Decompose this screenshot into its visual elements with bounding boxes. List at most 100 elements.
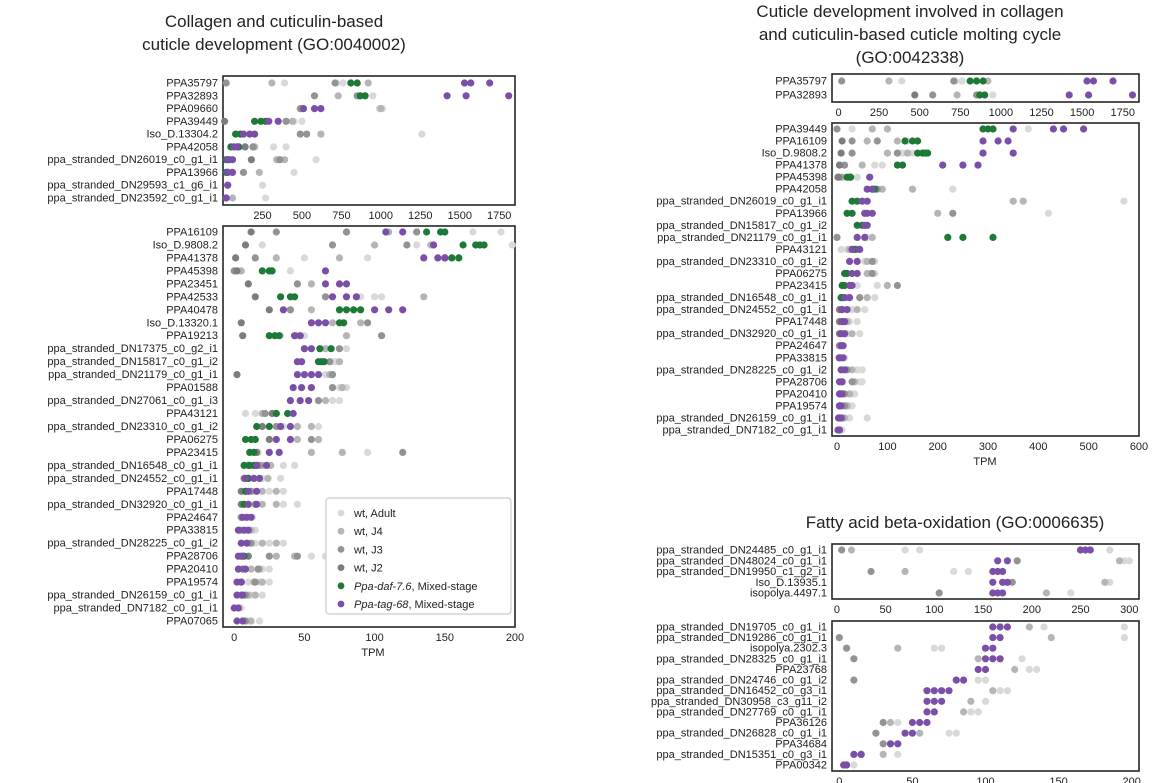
point-ppa-stranded-dn26019-c0-g1-i1-wt-j4 [1019,197,1027,205]
chart-molting-title-line-3: (GO:0042338) [856,48,965,67]
point-ppa-stranded-dn26828-c0-g1-i1-wt-j4 [916,729,924,737]
point-ppa-stranded-dn21179-c0-g1-i1-ppa-tag-68-mixed-stage [307,371,315,379]
point-ppa35797-wt-adult [339,79,347,87]
point-ppa35797-ppa-tag-68-mixed-stage [460,79,469,87]
legend-marker-wt-j2 [337,564,345,571]
point-ppa-stranded-dn24746-c0-g1-i2-wt-adult [981,676,990,684]
point-ppa40478-wt-j2 [265,306,273,314]
point-ppa-stranded-dn23310-c0-g1-i2-ppa-daf-7-6-mixed-stage [253,422,261,431]
point-ppa19574-wt-adult [244,578,252,586]
x-tick-label-100: 100 [976,776,994,783]
point-ppa41378-ppa-tag-68-mixed-stage [434,254,442,262]
y-tick-label-ppa-stranded-dn24552-c0-g1-i1: ppa_stranded_DN24552_c0_g1_i1 [47,473,218,485]
point-ppa41378-wt-j2 [232,254,240,262]
point-ppa39449-ppa-daf-7-6-mixed-stage [251,117,259,125]
point-ppa41378-ppa-daf-7-6-mixed-stage [455,254,463,262]
x-tick-label-50: 50 [906,776,918,783]
point-ppa-stranded-dn28225-c0-g1-i2-wt-j4 [258,539,266,547]
point-ppa23415-wt-j4 [883,281,892,290]
point-ppa09660-ppa-tag-68-mixed-stage [317,105,325,113]
point-ppa-stranded-dn48024-c0-g1-i1-ppa-tag-68-mixed-stage [1003,557,1012,565]
chart-collagen-title-line-2: cuticle development (GO:0040002) [142,35,406,54]
point-ppa32893-wt-adult [369,92,377,100]
point-ppa16109-wt-j4 [863,137,871,145]
y-tick-label-ppa23415: PPA23415 [775,280,827,292]
point-ppa13966-ppa-tag-68-mixed-stage [868,209,876,217]
point-ppa-stranded-dn28225-c0-g1-i2-wt-adult [853,366,861,374]
y-tick-label-ppa41378: PPA41378 [775,160,827,172]
y-tick-label-ppa43121: PPA43121 [775,244,827,256]
legend-marker-wt-adult [337,509,345,517]
point-ppa-stranded-dn17375-c0-g2-i1-ppa-daf-7-6-mixed-stage [327,345,335,353]
point-ppa06275-wt-j4 [863,269,871,278]
y-tick-label-ppa45398: PPA45398 [775,172,827,184]
point-iso-d-9808-2-ppa-tag-68-mixed-stage [430,241,438,249]
x-tick-label-150: 150 [974,604,992,616]
y-tick-label-ppa32893: PPA32893 [166,90,218,102]
y-tick-label-ppa-stranded-dn26019-c0-g1-i1: ppa_stranded_DN26019_c0_g1_i1 [47,154,218,166]
point-ppa17448-wt-j4 [258,487,266,495]
point-ppa-stranded-dn27769-c0-g1-i1-wt-adult [967,708,975,716]
point-ppa41378-ppa-tag-68-mixed-stage [420,254,428,262]
point-ppa45398-ppa-daf-7-6-mixed-stage [268,267,276,275]
point-ppa-stranded-dn15817-c0-g1-i2-ppa-daf-7-6-mixed-stage [320,358,328,366]
point-ppa-stranded-dn21179-c0-g1-i1-ppa-tag-68-mixed-stage [853,233,861,241]
legend-label-wt-j4: wt, J4 [353,526,383,538]
point-ppa35797-wt-j3 [331,79,339,87]
y-tick-label-ppa-stranded-dn19705-c0-g1-i1: ppa_stranded_DN19705_c0_g1_i1 [656,622,827,634]
point-isopolya-2302-3-ppa-tag-68-mixed-stage [989,644,997,652]
point-iso-d-9808-2-wt-adult [508,241,516,249]
point-ppa28706-wt-j3 [265,552,273,560]
point-ppa-stranded-dn28225-c0-g1-i2-wt-j4 [848,366,856,374]
point-ppa19574-wt-adult [265,578,273,586]
point-ppa-stranded-dn30958-c3-g11-i2-ppa-tag-68-mixed-stage [923,697,931,705]
point-ppa23451-ppa-tag-68-mixed-stage [342,280,351,288]
point-ppa39449-ppa-tag-68-mixed-stage [274,117,282,125]
legend-label-wt-adult: wt, Adult [353,508,396,520]
point-ppa23415-wt-j3 [399,448,407,456]
point-ppa33815-ppa-tag-68-mixed-stage [839,354,847,362]
point-ppa-stranded-dn32920-c0-g1-i1-wt-adult [279,500,287,508]
point-ppa35797-ppa-daf-7-6-mixed-stage [979,77,987,85]
y-tick-label-ppa-stranded-dn16452-c0-g3-i1: ppa_stranded_DN16452_c0_g3_i1 [656,685,827,697]
point-ppa42533-ppa-tag-68-mixed-stage [328,293,337,301]
point-ppa-stranded-dn24552-c0-g1-i1-ppa-tag-68-mixed-stage [250,474,258,482]
y-tick-label-ppa42058: PPA42058 [166,141,218,153]
point-ppa20410-ppa-tag-68-mixed-stage [241,565,250,573]
x-tick-label-1000: 1000 [989,107,1013,119]
point-ppa39449-ppa-tag-68-mixed-stage [1049,125,1057,133]
point-ppa-stranded-dn24746-c0-g1-i2-ppa-tag-68-mixed-stage [952,676,960,684]
point-iso-d-9808-2-wt-j2 [837,149,845,157]
y-tick-label-ppa35797: PPA35797 [166,78,218,90]
y-tick-label-ppa35797: PPA35797 [775,76,827,88]
point-ppa35797-wt-adult [898,77,906,85]
point-ppa23768-wt-adult [1033,665,1041,674]
point-ppa20410-wt-j4 [846,390,854,398]
point-ppa06275-wt-j4 [293,435,301,444]
point-iso-d-9808-2-wt-j4 [883,149,892,157]
point-iso-d-9808-2-ppa-daf-7-6-mixed-stage [480,241,488,249]
y-tick-label-isopolya-2302-3: isopolya.2302.3 [750,643,827,655]
point-ppa41378-wt-adult [871,161,879,169]
point-ppa19574-ppa-tag-68-mixed-stage [837,402,845,410]
point-ppa39449-wt-adult [1024,125,1032,133]
point-ppa34684-wt-j3 [879,740,887,748]
point-ppa-stranded-dn17375-c0-g2-i1-wt-j3 [335,345,344,353]
chart-molting-x-axis-label: TPM [973,456,996,468]
legend-label-ppa-tag-68-mixed-stage: Ppa-tag-68, Mixed-stage [354,599,474,611]
point-ppa-stranded-dn23310-c0-g1-i2-wt-j4 [293,422,301,431]
point-ppa23768-wt-adult [1025,665,1033,674]
point-ppa41378-ppa-daf-7-6-mixed-stage [893,161,902,169]
y-tick-label-ppa16109: PPA16109 [775,136,827,148]
point-ppa16109-ppa-tag-68-mixed-stage [399,228,407,236]
x-tick-label-50: 50 [879,604,891,616]
point-ppa35797-wt-j3 [222,79,230,87]
point-ppa20410-ppa-tag-68-mixed-stage [838,390,846,398]
point-ppa39449-ppa-daf-7-6-mixed-stage [979,125,987,133]
point-ppa-stranded-dn19950-c1-g2-i1-wt-j3 [867,567,875,576]
point-ppa-stranded-dn26159-c0-g1-i1-ppa-tag-68-mixed-stage [239,591,247,599]
point-ppa09660-ppa-tag-68-mixed-stage [299,105,308,113]
y-tick-label-ppa-stranded-dn32920-c0-g1-i1: ppa_stranded_DN32920_c0_g1_i1 [47,499,218,511]
point-ppa42058-ppa-tag-68-mixed-stage [863,185,871,193]
point-ppa16109-ppa-daf-7-6-mixed-stage [901,137,909,145]
